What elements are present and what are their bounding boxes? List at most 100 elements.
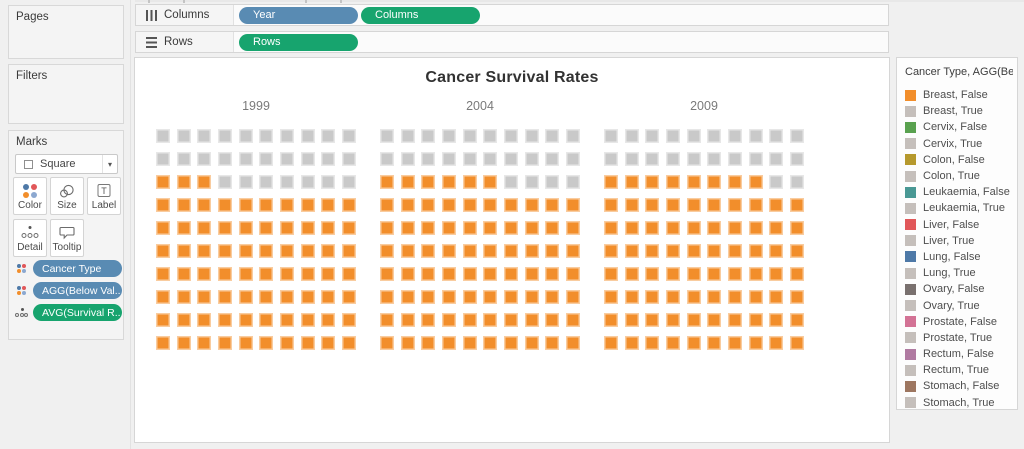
waffle-cell[interactable] (156, 129, 170, 143)
waffle-cell[interactable] (421, 198, 436, 212)
waffle-cell[interactable] (300, 336, 315, 350)
waffle-cell[interactable] (341, 290, 356, 304)
mark-type-dropdown[interactable]: Square (15, 154, 118, 174)
waffle-cell[interactable] (769, 290, 784, 304)
waffle-cell[interactable] (400, 290, 415, 304)
waffle-cell[interactable] (217, 175, 232, 189)
waffle-cell[interactable] (565, 313, 580, 327)
waffle-cell[interactable] (238, 175, 253, 189)
waffle-cell[interactable] (462, 244, 477, 258)
tooltip-button[interactable]: Tooltip (50, 219, 84, 257)
waffle-cell[interactable] (545, 198, 560, 212)
waffle-cell[interactable] (176, 313, 191, 327)
waffle-cell[interactable] (300, 267, 315, 281)
legend-item[interactable]: Prostate, False (905, 314, 1013, 330)
waffle-cell[interactable] (769, 175, 784, 189)
waffle-cell[interactable] (645, 313, 660, 327)
waffle-cell[interactable] (380, 290, 394, 304)
waffle-cell[interactable] (503, 221, 518, 235)
waffle-cell[interactable] (503, 175, 518, 189)
waffle-cell[interactable] (769, 336, 784, 350)
waffle-cell[interactable] (197, 313, 212, 327)
waffle-cell[interactable] (604, 267, 618, 281)
waffle-cell[interactable] (400, 152, 415, 166)
waffle-cell[interactable] (279, 244, 294, 258)
waffle-cell[interactable] (279, 198, 294, 212)
waffle-cell[interactable] (462, 152, 477, 166)
waffle-cell[interactable] (748, 221, 763, 235)
waffle-cell[interactable] (421, 336, 436, 350)
waffle-cell[interactable] (462, 267, 477, 281)
legend-item[interactable]: Prostate, True (905, 330, 1013, 346)
waffle-cell[interactable] (604, 175, 618, 189)
waffle-cell[interactable] (727, 336, 742, 350)
waffle-cell[interactable] (565, 290, 580, 304)
waffle-cell[interactable] (259, 175, 274, 189)
waffle-cell[interactable] (565, 221, 580, 235)
legend-item[interactable]: Lung, False (905, 249, 1013, 265)
waffle-cell[interactable] (156, 290, 170, 304)
label-button[interactable]: Label (87, 177, 121, 215)
waffle-cell[interactable] (789, 267, 804, 281)
waffle-cell[interactable] (707, 221, 722, 235)
waffle-cell[interactable] (524, 290, 539, 304)
waffle-cell[interactable] (217, 336, 232, 350)
waffle-cell[interactable] (400, 336, 415, 350)
waffle-cell[interactable] (462, 313, 477, 327)
waffle-cell[interactable] (565, 336, 580, 350)
waffle-cell[interactable] (645, 175, 660, 189)
waffle-cell[interactable] (624, 267, 639, 281)
waffle-cell[interactable] (545, 244, 560, 258)
legend-item[interactable]: Ovary, True (905, 297, 1013, 313)
waffle-cell[interactable] (380, 244, 394, 258)
waffle-cell[interactable] (441, 244, 456, 258)
waffle-cell[interactable] (300, 129, 315, 143)
waffle-cell[interactable] (545, 336, 560, 350)
waffle-cell[interactable] (400, 313, 415, 327)
waffle-cell[interactable] (769, 244, 784, 258)
waffle-cell[interactable] (524, 244, 539, 258)
waffle-cell[interactable] (707, 313, 722, 327)
waffle-cell[interactable] (197, 290, 212, 304)
legend-item[interactable]: Stomach, True (905, 395, 1013, 411)
waffle-cell[interactable] (748, 198, 763, 212)
waffle-cell[interactable] (789, 221, 804, 235)
legend-item[interactable]: Cervix, True (905, 136, 1013, 152)
waffle-cell[interactable] (645, 267, 660, 281)
waffle-cell[interactable] (565, 267, 580, 281)
waffle-cell[interactable] (217, 221, 232, 235)
waffle-cell[interactable] (217, 313, 232, 327)
waffle-cell[interactable] (441, 267, 456, 281)
rows-pill-area[interactable]: Rows (234, 32, 888, 52)
waffle-cell[interactable] (748, 267, 763, 281)
waffle-cell[interactable] (380, 221, 394, 235)
waffle-cell[interactable] (380, 313, 394, 327)
waffle-cell[interactable] (665, 129, 680, 143)
waffle-cell[interactable] (727, 221, 742, 235)
marks-pill-avg-survival-r-[interactable]: AVG(Survival R.. (33, 304, 122, 321)
waffle-cell[interactable] (789, 313, 804, 327)
waffle-cell[interactable] (279, 267, 294, 281)
waffle-cell[interactable] (565, 152, 580, 166)
waffle-cell[interactable] (727, 152, 742, 166)
waffle-cell[interactable] (217, 244, 232, 258)
waffle-cell[interactable] (624, 313, 639, 327)
waffle-cell[interactable] (238, 198, 253, 212)
waffle-cell[interactable] (769, 198, 784, 212)
waffle-cell[interactable] (483, 129, 498, 143)
waffle-cell[interactable] (259, 267, 274, 281)
waffle-cell[interactable] (503, 336, 518, 350)
waffle-cell[interactable] (707, 290, 722, 304)
waffle-cell[interactable] (156, 221, 170, 235)
waffle-cell[interactable] (321, 221, 336, 235)
waffle-cell[interactable] (156, 244, 170, 258)
waffle-cell[interactable] (321, 336, 336, 350)
waffle-cell[interactable] (769, 221, 784, 235)
waffle-cell[interactable] (483, 175, 498, 189)
waffle-cell[interactable] (156, 175, 170, 189)
waffle-cell[interactable] (421, 129, 436, 143)
waffle-cell[interactable] (727, 198, 742, 212)
waffle-cell[interactable] (400, 198, 415, 212)
marks-pill-agg-below-val-[interactable]: AGG(Below Val.. (33, 282, 122, 299)
waffle-cell[interactable] (441, 290, 456, 304)
